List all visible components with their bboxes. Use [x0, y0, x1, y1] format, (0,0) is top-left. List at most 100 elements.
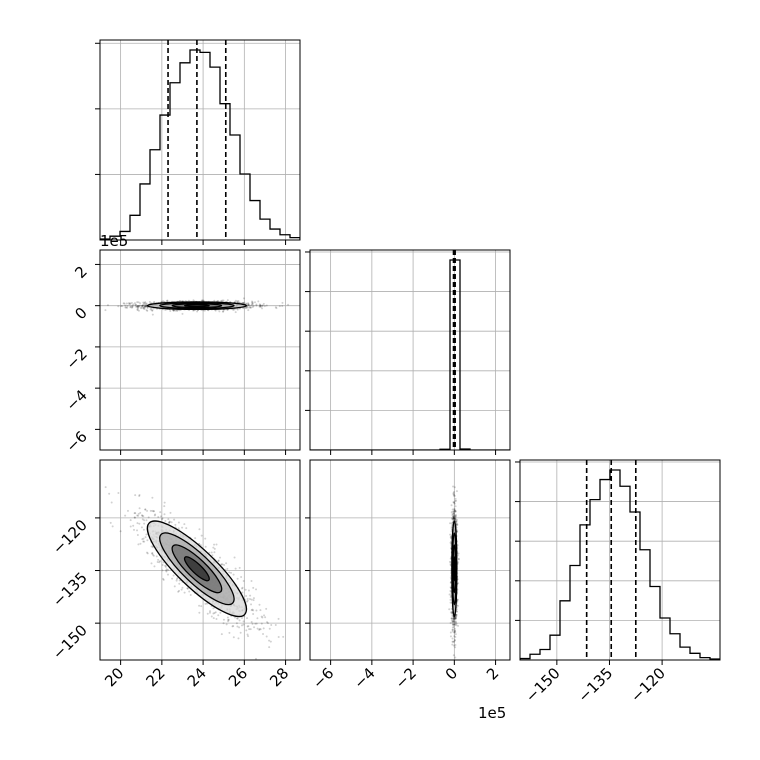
- sample-point: [204, 537, 207, 540]
- sample-point: [453, 617, 456, 620]
- sample-point: [448, 560, 451, 563]
- sample-point: [174, 523, 177, 526]
- sample-point: [140, 514, 143, 517]
- sample-point: [455, 521, 458, 524]
- sample-point: [452, 490, 455, 493]
- sample-point: [133, 516, 136, 519]
- sample-point: [136, 306, 139, 309]
- sample-point: [452, 625, 455, 628]
- sample-point: [144, 305, 147, 308]
- contour-line: [146, 520, 248, 618]
- sample-point: [453, 512, 456, 515]
- x-tick-label: 24: [184, 664, 210, 690]
- sample-point: [144, 301, 147, 304]
- sample-point: [176, 309, 179, 312]
- sample-point: [452, 516, 455, 519]
- sample-point: [259, 306, 262, 309]
- sample-point: [206, 602, 209, 605]
- sample-point: [449, 596, 452, 599]
- sample-point: [128, 303, 131, 306]
- sample-point: [452, 494, 455, 497]
- sample-point: [136, 534, 139, 537]
- sample-point: [137, 543, 140, 546]
- sample-point: [129, 305, 132, 308]
- sample-point: [217, 300, 220, 303]
- axes-frame: [309, 249, 511, 451]
- sample-point: [231, 625, 234, 628]
- sample-point: [455, 624, 458, 627]
- y-tick-label: −4: [62, 386, 90, 414]
- sample-point: [246, 633, 249, 636]
- sample-point: [137, 304, 140, 307]
- sample-point: [245, 629, 248, 632]
- sample-point: [238, 619, 241, 622]
- sample-point: [228, 571, 231, 574]
- sample-point: [261, 304, 264, 307]
- sample-point: [259, 304, 262, 307]
- sample-point: [162, 300, 165, 303]
- sample-point: [132, 303, 135, 306]
- sample-point: [142, 302, 145, 305]
- sample-point: [145, 551, 148, 554]
- sample-point: [453, 617, 456, 620]
- sample-point: [450, 517, 453, 520]
- sample-point: [143, 522, 146, 525]
- sample-point: [255, 588, 258, 591]
- sample-point: [152, 510, 155, 513]
- x-tick-label: −120: [627, 664, 669, 706]
- sample-point: [201, 299, 204, 302]
- histogram-step: [520, 469, 720, 660]
- sample-point: [266, 622, 269, 625]
- sample-point: [222, 622, 225, 625]
- sample-point: [141, 514, 144, 517]
- sample-point: [181, 312, 184, 315]
- histogram-bar: [270, 229, 280, 240]
- sample-point: [222, 618, 225, 621]
- sample-point: [452, 617, 455, 620]
- sample-point: [159, 511, 162, 514]
- sample-point: [198, 604, 201, 607]
- sample-point: [123, 302, 126, 305]
- sample-point: [121, 305, 124, 308]
- sample-point: [245, 302, 248, 305]
- sample-point: [451, 643, 454, 646]
- sample-point: [451, 621, 454, 624]
- sample-point: [177, 590, 180, 593]
- sample-point: [186, 587, 189, 590]
- sample-point: [247, 635, 250, 638]
- histogram-bar: [240, 174, 250, 240]
- sample-point: [143, 303, 146, 306]
- sample-point: [133, 512, 136, 515]
- sample-point: [453, 494, 456, 497]
- sample-point: [253, 626, 256, 629]
- sample-point: [144, 304, 147, 307]
- sample-point: [452, 618, 455, 621]
- y-tick-label: 0: [71, 304, 90, 323]
- sample-point: [144, 508, 147, 511]
- joint-panel-1-2: [305, 459, 511, 665]
- sample-point: [212, 617, 215, 620]
- sample-point: [455, 490, 458, 493]
- sample-point: [287, 303, 290, 306]
- sample-point: [449, 586, 452, 589]
- sample-point: [144, 536, 147, 539]
- contour-line: [171, 544, 223, 594]
- sample-point: [457, 558, 460, 561]
- sample-point: [449, 631, 452, 634]
- sample-point: [134, 494, 137, 497]
- sample-point: [137, 512, 140, 515]
- axes-frame: [519, 459, 721, 661]
- sample-point: [263, 305, 266, 308]
- sample-point: [456, 662, 458, 664]
- sample-point: [143, 301, 146, 304]
- sample-point: [251, 301, 254, 304]
- x-tick-label: −150: [522, 664, 564, 706]
- contour-line: [451, 520, 458, 618]
- sample-point: [247, 303, 250, 306]
- sample-point: [241, 591, 244, 594]
- sample-point: [139, 302, 142, 305]
- sample-point: [168, 521, 171, 524]
- sample-point: [453, 509, 456, 512]
- sample-point: [453, 639, 456, 642]
- sample-point: [452, 492, 455, 495]
